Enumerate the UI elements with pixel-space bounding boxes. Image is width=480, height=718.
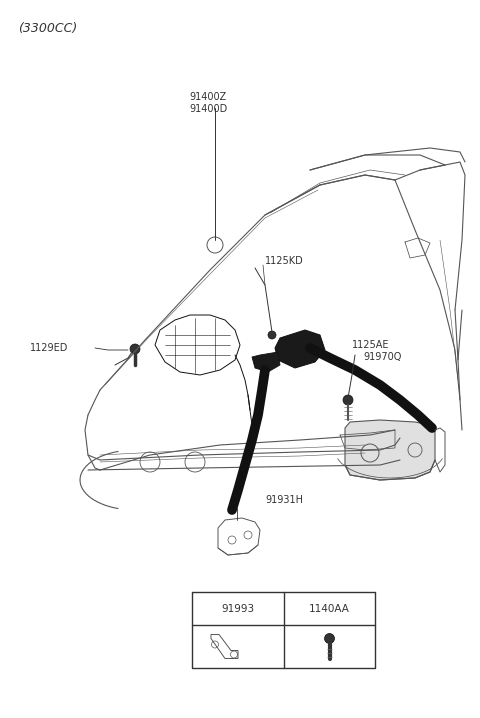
- Text: 1140AA: 1140AA: [309, 604, 350, 613]
- Polygon shape: [275, 330, 325, 368]
- Text: 91400Z: 91400Z: [190, 92, 227, 102]
- Text: 1129ED: 1129ED: [30, 343, 68, 353]
- Text: 91993: 91993: [221, 604, 254, 613]
- Text: 91931H: 91931H: [265, 495, 303, 505]
- Circle shape: [343, 395, 353, 405]
- Text: (3300CC): (3300CC): [18, 22, 77, 35]
- Polygon shape: [252, 352, 280, 372]
- Circle shape: [268, 331, 276, 339]
- Text: 91400D: 91400D: [189, 104, 227, 114]
- Circle shape: [324, 633, 335, 643]
- Text: 1125KD: 1125KD: [265, 256, 304, 266]
- Text: 1125AE: 1125AE: [352, 340, 389, 350]
- Text: 91970Q: 91970Q: [363, 352, 401, 362]
- Polygon shape: [345, 420, 435, 480]
- Circle shape: [130, 344, 140, 354]
